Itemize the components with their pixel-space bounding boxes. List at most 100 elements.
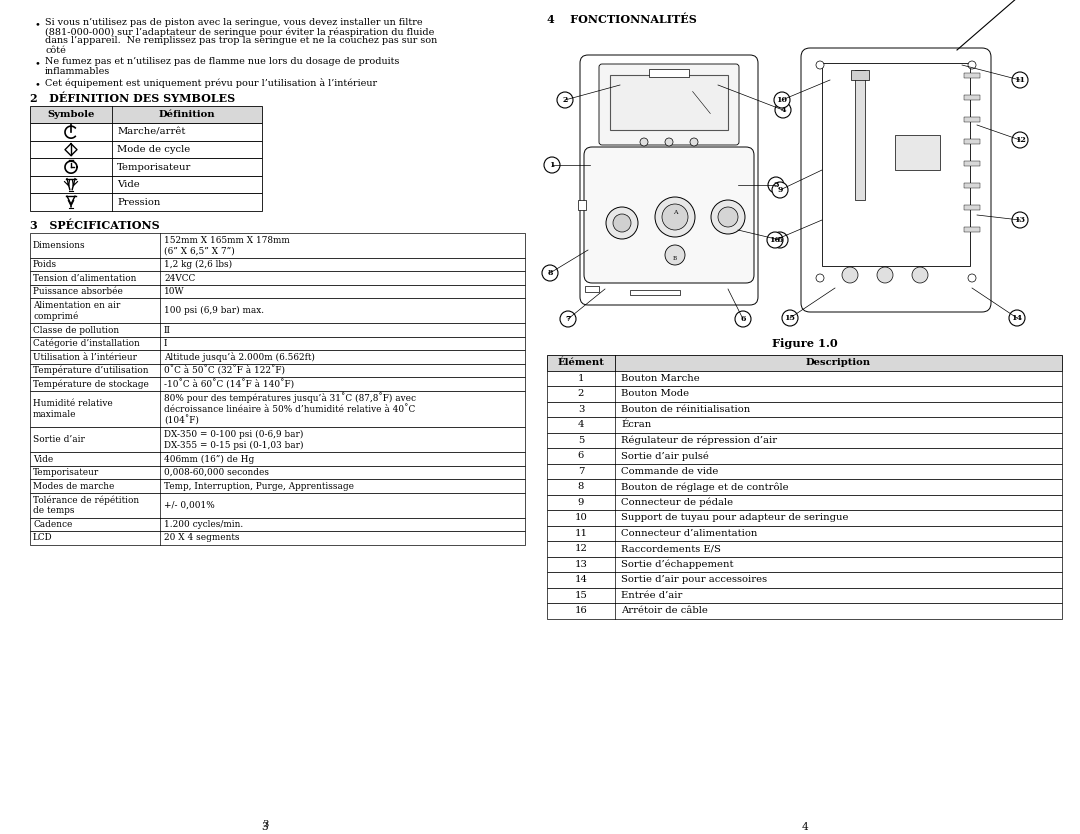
Bar (30, 141, 262, 158)
Text: 6: 6 (578, 451, 584, 460)
Bar (585, 286, 599, 292)
Circle shape (665, 138, 673, 146)
Text: 13: 13 (575, 560, 588, 569)
Text: Classe de pollution: Classe de pollution (33, 325, 119, 334)
Circle shape (772, 182, 788, 198)
Text: Bouton de réinitialisation: Bouton de réinitialisation (621, 404, 751, 414)
Text: Commande de vide: Commande de vide (621, 467, 718, 475)
Bar (546, 541, 1062, 556)
Bar (30, 364, 525, 377)
Bar (546, 525, 1062, 541)
Circle shape (711, 200, 745, 234)
Text: Température de stockage: Température de stockage (33, 379, 149, 389)
Text: 15: 15 (575, 590, 588, 600)
Bar (30, 350, 525, 364)
Bar (964, 205, 980, 210)
Text: Sortie d’air pulsé: Sortie d’air pulsé (621, 451, 708, 460)
Circle shape (1012, 72, 1028, 88)
Bar (546, 355, 1062, 370)
Text: Temp, Interruption, Purge, Apprentissage: Temp, Interruption, Purge, Apprentissage (164, 481, 354, 490)
Text: 16: 16 (769, 236, 781, 244)
Bar (30, 233, 525, 258)
FancyBboxPatch shape (584, 147, 754, 283)
Text: Puissance absorbée: Puissance absorbée (33, 287, 123, 296)
Bar (546, 401, 1062, 417)
Text: •: • (35, 59, 40, 68)
Bar (30, 518, 525, 531)
Text: Humidité relative
maximale: Humidité relative maximale (33, 399, 112, 419)
Circle shape (816, 61, 824, 69)
Bar (30, 377, 525, 391)
Bar (546, 587, 1062, 603)
Text: II: II (164, 325, 171, 334)
Bar (546, 556, 1062, 572)
Bar (546, 370, 1062, 386)
Text: 3   SPÉCIFICATIONS: 3 SPÉCIFICATIONS (30, 220, 160, 231)
Circle shape (690, 138, 698, 146)
Bar (855, 70, 865, 200)
Text: 2   DÉFINITION DES SYMBOLES: 2 DÉFINITION DES SYMBOLES (30, 93, 235, 104)
Bar (30, 299, 525, 324)
Text: 5: 5 (778, 236, 783, 244)
Text: Vide: Vide (33, 455, 53, 464)
Bar (30, 324, 525, 337)
Bar (30, 271, 525, 285)
Circle shape (718, 207, 738, 227)
Text: 8: 8 (548, 269, 553, 277)
Bar (30, 337, 525, 350)
Text: 12: 12 (575, 545, 588, 553)
Text: Connecteur de pédale: Connecteur de pédale (621, 498, 733, 507)
FancyBboxPatch shape (801, 48, 991, 312)
Bar (30, 123, 262, 141)
Text: Bouton Mode: Bouton Mode (621, 389, 689, 399)
Circle shape (1012, 132, 1028, 148)
Bar (964, 117, 980, 122)
Bar (30, 158, 262, 176)
Bar (30, 493, 525, 518)
Text: Cet équipement est uniquement prévu pour l’utilisation à l’intérieur: Cet équipement est uniquement prévu pour… (45, 78, 377, 88)
Bar (30, 391, 525, 427)
Text: 11: 11 (1014, 76, 1026, 84)
Text: Pression: Pression (117, 198, 160, 207)
Bar (30, 285, 525, 299)
Text: 7: 7 (565, 315, 570, 323)
Text: Temporisateur: Temporisateur (33, 468, 99, 477)
Text: Cadence: Cadence (33, 520, 72, 529)
Text: inflammables: inflammables (45, 67, 110, 76)
Circle shape (782, 310, 798, 326)
Bar (964, 95, 980, 100)
Text: 16: 16 (575, 606, 588, 615)
Bar (630, 290, 680, 295)
Text: -10˚C à 60˚C (14˚F à 140˚F): -10˚C à 60˚C (14˚F à 140˚F) (164, 379, 294, 389)
Text: Poids: Poids (33, 260, 57, 269)
Text: Description: Description (806, 359, 872, 367)
Text: Modes de marche: Modes de marche (33, 481, 114, 490)
Bar (546, 417, 1062, 433)
Text: Bouton de réglage et de contrôle: Bouton de réglage et de contrôle (621, 482, 788, 491)
Bar (610, 75, 728, 130)
Text: 12: 12 (1014, 136, 1025, 144)
Text: 9: 9 (578, 498, 584, 507)
Text: 4    FONCTIONNALITÉS: 4 FONCTIONNALITÉS (546, 14, 697, 25)
Bar (30, 106, 262, 123)
Circle shape (662, 204, 688, 230)
Text: dans l’appareil.  Ne remplissez pas trop la seringue et ne la couchez pas sur so: dans l’appareil. Ne remplissez pas trop … (45, 37, 437, 45)
Circle shape (816, 274, 824, 282)
Text: Connecteur d’alimentation: Connecteur d’alimentation (621, 529, 757, 538)
Bar (30, 480, 525, 493)
Circle shape (774, 92, 789, 108)
Text: 1: 1 (578, 374, 584, 383)
Text: 11: 11 (575, 529, 588, 538)
Text: Définition: Définition (159, 110, 215, 119)
Bar (822, 63, 970, 266)
Text: Raccordements E/S: Raccordements E/S (621, 545, 720, 553)
Circle shape (968, 61, 976, 69)
Text: 1,2 kg (2,6 lbs): 1,2 kg (2,6 lbs) (164, 260, 232, 269)
Bar (895, 135, 940, 170)
Text: Temporisateur: Temporisateur (117, 163, 191, 172)
Text: Altitude jusqu’à 2.000m (6.562ft): Altitude jusqu’à 2.000m (6.562ft) (164, 352, 315, 362)
Text: 3: 3 (261, 822, 268, 832)
Circle shape (606, 207, 638, 239)
Circle shape (775, 102, 791, 118)
Circle shape (640, 138, 648, 146)
